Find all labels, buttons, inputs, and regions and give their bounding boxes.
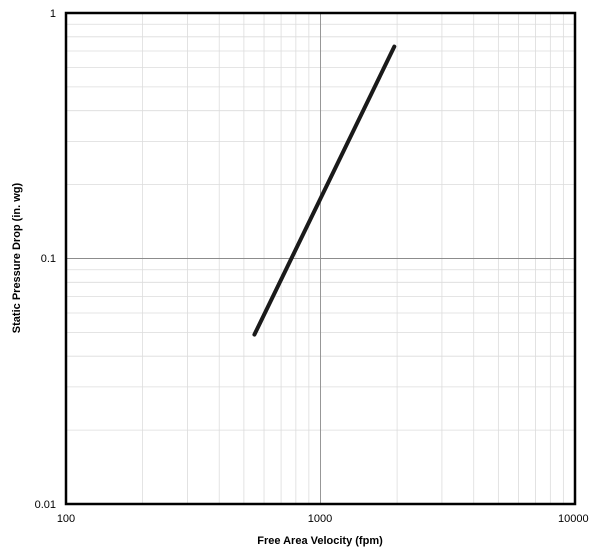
major-grid (66, 13, 575, 504)
series-layer (252, 44, 397, 337)
x-tick-label-right: 10000 (558, 513, 589, 525)
y-tick-label-bottom: 0.01 (35, 499, 56, 511)
plot-frame (64, 11, 577, 506)
x-tick-label-middle: 1000 (308, 513, 332, 525)
y-tick-label-middle: 0.1 (41, 253, 56, 265)
x-axis-title: Free Area Velocity (fpm) (257, 535, 383, 547)
series-line-0 (252, 44, 397, 337)
x-tick-label-left: 100 (57, 513, 75, 525)
y-axis-title: Static Pressure Drop (in. wg) (11, 182, 23, 333)
y-tick-label-top: 1 (50, 8, 56, 20)
